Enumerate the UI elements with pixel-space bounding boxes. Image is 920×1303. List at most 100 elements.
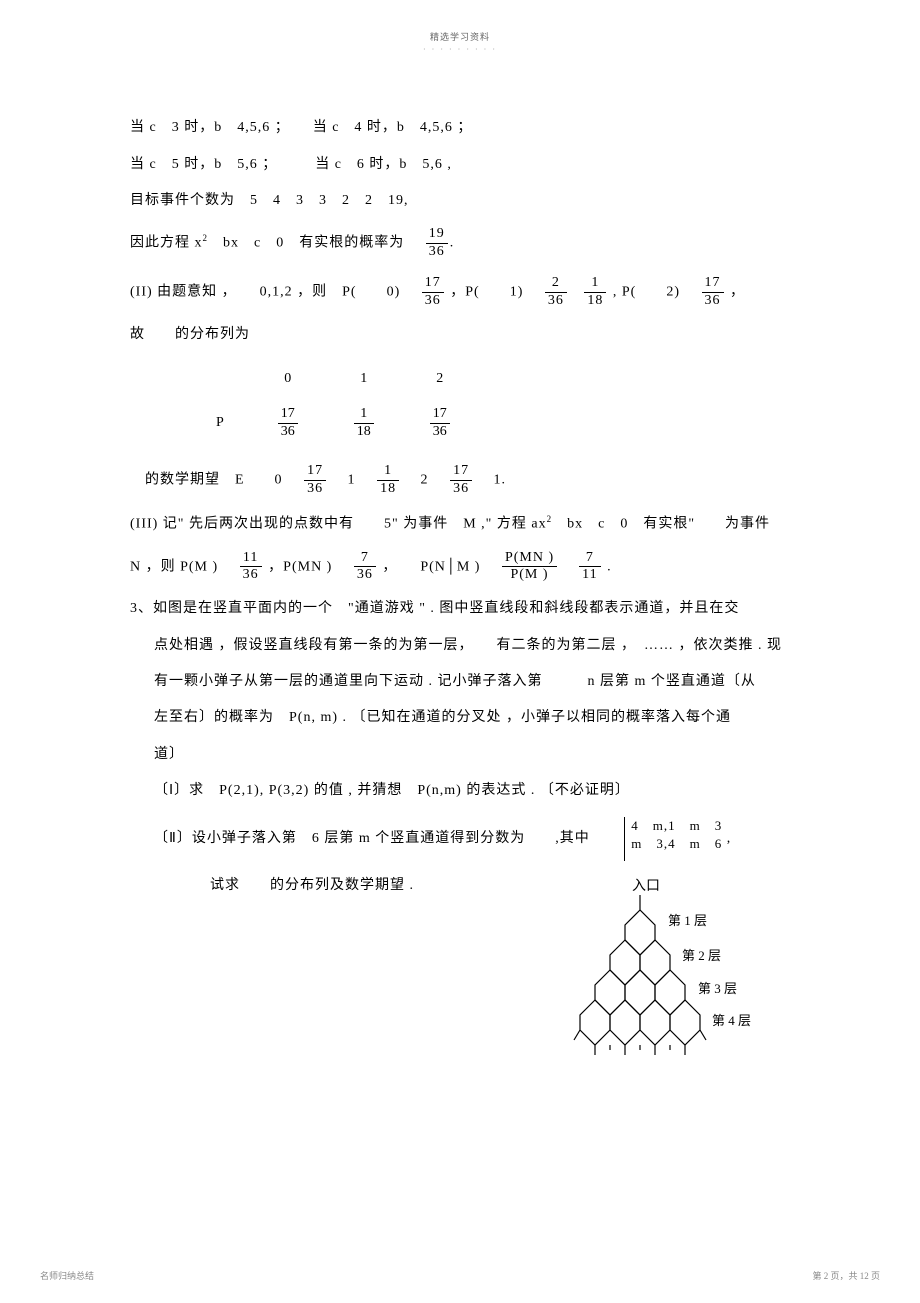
- text: ,: [727, 831, 732, 846]
- text: ，P(MN ): [268, 559, 347, 574]
- denominator: 36: [422, 293, 444, 310]
- text: N ，则 P(M ): [130, 559, 233, 574]
- text-line: 当 c 3 时，b 4,5,6 ； 当 c 4 时，b 4,5,6 ；: [130, 117, 790, 139]
- text-line: 故 的分布列为: [130, 324, 790, 346]
- denominator: 36: [702, 293, 724, 310]
- numerator: 17: [422, 275, 444, 293]
- diagram-label-entry: 入口: [632, 879, 660, 894]
- text: 2: [406, 472, 444, 487]
- numerator: 17: [702, 275, 724, 293]
- text: 1.: [479, 472, 507, 487]
- numerator: 19: [426, 226, 448, 244]
- channel-diagram: 入口 第 1 层 第 2 层 第 3 层 第 4 层: [570, 875, 790, 1093]
- fraction: 1736: [422, 275, 444, 310]
- denominator: 36: [450, 481, 472, 498]
- fraction: 711: [579, 550, 600, 585]
- table-cell: P: [190, 398, 250, 449]
- text-line: 的数学期望 E 0 1736 1 118 2 1736 1.: [130, 463, 790, 498]
- numerator: 17: [278, 406, 298, 424]
- text: ，P( 1): [450, 284, 538, 299]
- numerator: 17: [304, 463, 326, 481]
- denominator: 36: [240, 567, 262, 584]
- numerator: 7: [579, 550, 600, 568]
- text: .: [450, 236, 455, 251]
- numerator: P(MN ): [502, 550, 557, 568]
- numerator: 11: [240, 550, 262, 568]
- fraction: 1736: [450, 463, 472, 498]
- diagram-label-layer4: 第 4 层: [712, 1013, 751, 1028]
- header-dots: · · · · · · · · ·: [130, 44, 790, 57]
- text: bx c 0 有实根的概率为: [208, 236, 419, 251]
- text-line: 〔Ⅱ〕设小弹子落入第 6 层第 m 个竖直通道得到分数为 ,其中 4 m,1 m…: [130, 817, 790, 861]
- text-line: 因此方程 x2 bx c 0 有实根的概率为 1936.: [130, 226, 790, 261]
- fraction: 118: [377, 463, 399, 498]
- text: (II) 由题意知 ， 0,1,2 ，则 P( 0): [130, 284, 415, 299]
- denominator: 36: [545, 293, 567, 310]
- text: ， P(N│M ): [382, 559, 495, 574]
- numerator: 7: [354, 550, 376, 568]
- footer-left: 名师归纳总结: [40, 1269, 94, 1283]
- denominator: 18: [354, 424, 374, 441]
- table-cell: 1: [326, 360, 402, 398]
- diagram-label-layer1: 第 1 层: [668, 913, 707, 928]
- numerator: 1: [584, 275, 606, 293]
- fraction: 1136: [240, 550, 262, 585]
- footer-right: 第 2 页，共 12 页: [812, 1269, 880, 1283]
- text-line: 〔Ⅰ〕求 P(2,1), P(3,2) 的值 , 并猜想 P(n,m) 的表达式…: [130, 780, 790, 802]
- denominator: 36: [426, 244, 448, 261]
- denominator: 18: [584, 293, 606, 310]
- table-cell: 1736: [402, 398, 478, 449]
- text-line: 有一颗小弹子从第一层的通道里向下运动 . 记小弹子落入第 n 层第 m 个竖直通…: [130, 671, 790, 693]
- table-cell: 118: [326, 398, 402, 449]
- denominator: 36: [430, 424, 450, 441]
- denominator: 36: [304, 481, 326, 498]
- text-line: 左至右〕的概率为 P(n, m) . 〔已知在通道的分叉处 ，小弹子以相同的概率…: [130, 707, 790, 729]
- table-cell: 1736: [250, 398, 326, 449]
- denominator: P(M ): [502, 567, 557, 584]
- fraction: 236: [545, 275, 567, 310]
- numerator: 2: [545, 275, 567, 293]
- denominator: 11: [579, 567, 600, 584]
- text-line: 道〕: [130, 744, 790, 766]
- text: 1: [333, 472, 371, 487]
- text-line: 点处相遇 ，假设竖直线段有第一条的为第一层， 有二条的为第二层 ， …… ，依次…: [130, 635, 790, 657]
- fraction: 1736: [304, 463, 326, 498]
- text-line: (III) 记" 先后两次出现的点数中有 5" 为事件 M ," 方程 ax2 …: [130, 512, 790, 536]
- fraction: 736: [354, 550, 376, 585]
- piecewise: 4 m,1 m 3 m 3,4 m 6: [624, 817, 722, 861]
- table-row: P 1736 118 1736: [190, 398, 478, 449]
- text: 〔Ⅱ〕设小弹子落入第 6 层第 m 个竖直通道得到分数为 ,其中: [154, 831, 620, 846]
- text: bx c 0 有实根" 为事件: [552, 516, 770, 531]
- fraction: 1736: [702, 275, 724, 310]
- diagram-svg: 入口 第 1 层 第 2 层 第 3 层 第 4 层: [570, 875, 790, 1085]
- distribution-table: 0 1 2 P 1736 118 1736: [190, 360, 478, 449]
- fraction: 118: [584, 275, 606, 310]
- table-row: 0 1 2: [190, 360, 478, 398]
- text-line: 3、如图是在竖直平面内的一个 "通道游戏 " . 图中竖直线段和斜线段都表示通道…: [130, 598, 790, 620]
- text: ，: [730, 284, 745, 299]
- text: .: [607, 559, 612, 574]
- text-line: N ，则 P(M ) 1136 ，P(MN ) 736 ， P(N│M ) P(…: [130, 550, 790, 585]
- text: , P( 2): [613, 284, 695, 299]
- table-cell: 2: [402, 360, 478, 398]
- text-line: 当 c 5 时，b 5,6 ； 当 c 6 时，b 5,6 ,: [130, 154, 790, 176]
- denominator: 36: [278, 424, 298, 441]
- table-cell: 0: [250, 360, 326, 398]
- text-line: 目标事件个数为 5 4 3 3 2 2 19,: [130, 190, 790, 212]
- fraction: 1936: [426, 226, 448, 261]
- numerator: 1: [354, 406, 374, 424]
- diagram-label-layer3: 第 3 层: [698, 981, 737, 996]
- text: (III) 记" 先后两次出现的点数中有 5" 为事件 M ," 方程 ax: [130, 516, 547, 531]
- denominator: 36: [354, 567, 376, 584]
- piecewise-row: m 3,4 m 6: [631, 835, 722, 853]
- piecewise-row: 4 m,1 m 3: [631, 817, 722, 835]
- text-line: (II) 由题意知 ， 0,1,2 ，则 P( 0) 1736 ，P( 1) 2…: [130, 275, 790, 310]
- denominator: 18: [377, 481, 399, 498]
- header-title: 精选学习资料: [130, 30, 790, 44]
- numerator: 1: [377, 463, 399, 481]
- text: 的数学期望 E 0: [130, 472, 298, 487]
- fraction: P(MN )P(M ): [502, 550, 557, 585]
- text: 因此方程 x: [130, 236, 203, 251]
- page-container: 精选学习资料 · · · · · · · · · 当 c 3 时，b 4,5,6…: [0, 0, 920, 1293]
- diagram-label-layer2: 第 2 层: [682, 948, 721, 963]
